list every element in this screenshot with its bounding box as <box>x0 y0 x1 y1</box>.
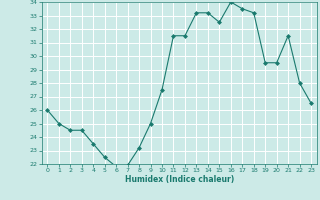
X-axis label: Humidex (Indice chaleur): Humidex (Indice chaleur) <box>124 175 234 184</box>
